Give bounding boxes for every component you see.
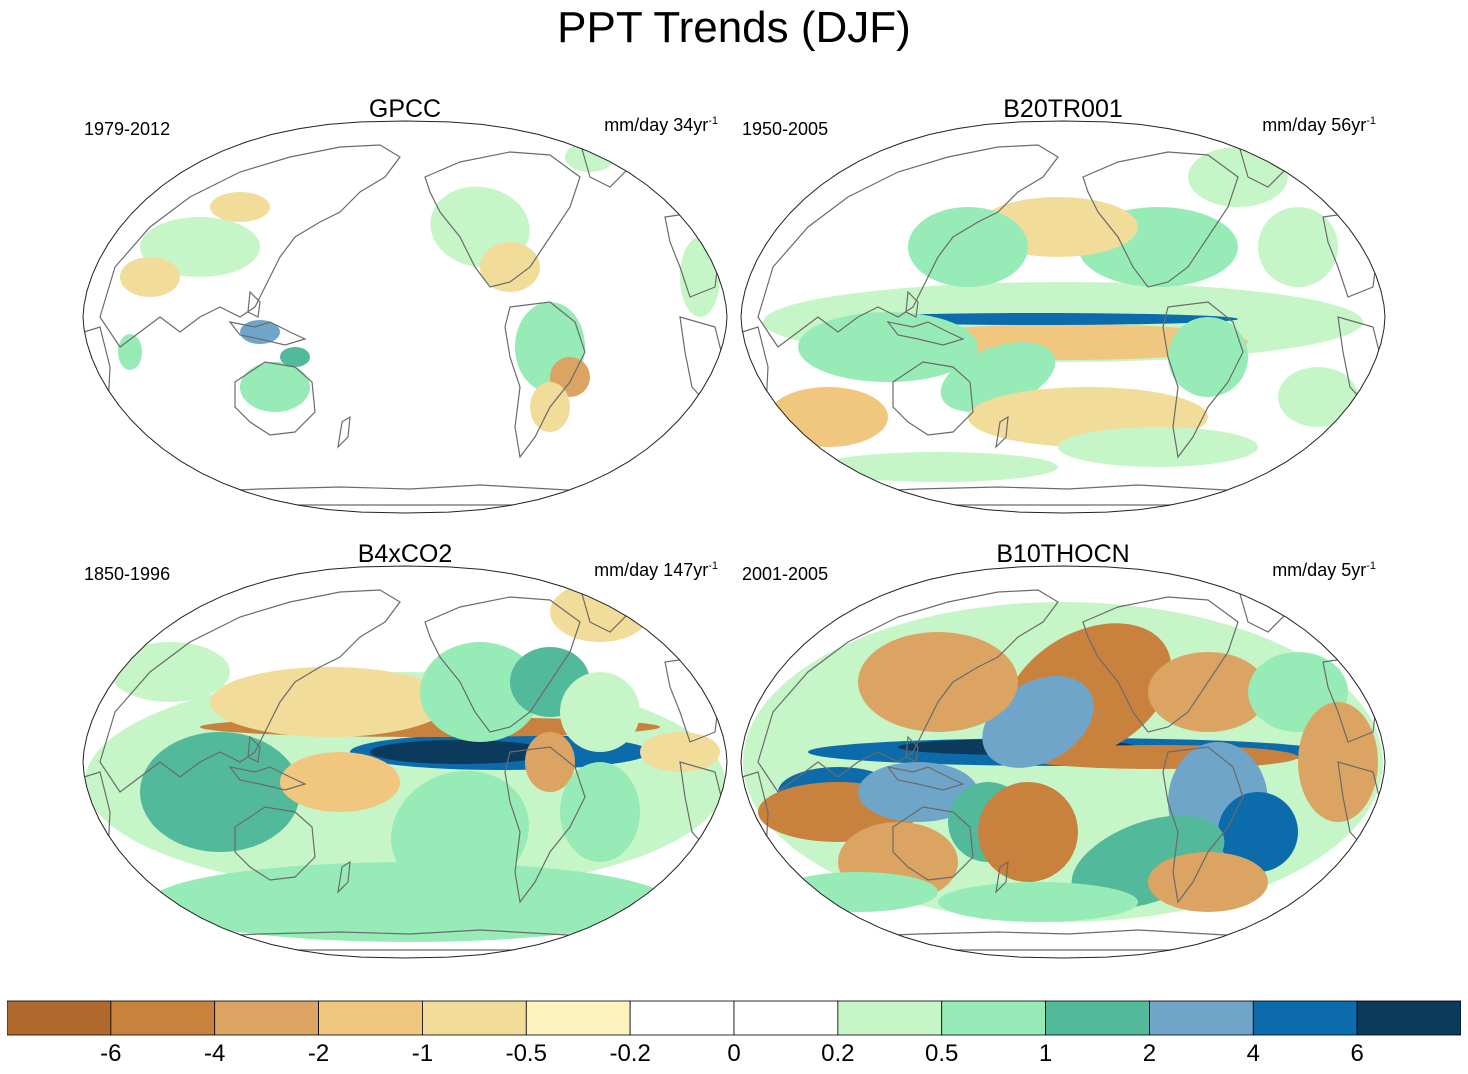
colorbar-tick-label: 4 (1246, 1040, 1260, 1067)
panel-title: GPCC (368, 95, 442, 123)
colorbar-tick-label: 0 (727, 1040, 741, 1067)
colorbar-swatch (318, 1000, 423, 1036)
panel-title: B10THOCN (996, 540, 1130, 568)
world-map (740, 120, 1386, 514)
trend-region (1168, 317, 1248, 397)
trend-region (550, 582, 650, 642)
trend-region (1058, 427, 1258, 467)
units-label: mm/day 56yr-1 (1262, 115, 1376, 135)
trend-region (118, 334, 142, 370)
colorbar-swatch (110, 1000, 216, 1036)
trend-region (565, 142, 615, 172)
colorbar-swatch (1045, 1000, 1150, 1036)
map-panel-gpcc: GPCC 1979-2012 mm/day 34yr-1 (80, 95, 730, 540)
panel-title: B20TR001 (1003, 95, 1123, 123)
trend-region (140, 217, 260, 277)
trend-region (560, 672, 640, 752)
trend-region (1148, 852, 1268, 912)
trend-region (391, 770, 529, 894)
colorbar-swatch (422, 1000, 527, 1036)
colorbar-tick-label: 6 (1350, 1040, 1364, 1067)
trend-region (1148, 652, 1268, 732)
trend-region (978, 782, 1078, 882)
colorbar-swatches (7, 1000, 1461, 1036)
world-map (740, 565, 1386, 959)
colorbar-swatch (214, 1000, 319, 1036)
period-label: 2001-2005 (742, 564, 829, 584)
colorbar-swatch (1149, 1000, 1254, 1036)
colorbar-tick-label: 1 (1038, 1040, 1053, 1067)
colorbar-swatch (1252, 1000, 1358, 1036)
colorbar-tick-label: -1 (411, 1040, 434, 1067)
precipitation-field (83, 566, 727, 958)
precipitation-field (741, 566, 1385, 958)
colorbar-tick-label: 0.2 (821, 1040, 855, 1067)
units-label: mm/day 34yr-1 (604, 115, 718, 135)
colorbar-tick-label: 2 (1142, 1040, 1157, 1067)
trend-region (210, 667, 450, 737)
trend-region (1278, 367, 1358, 427)
trend-region (150, 862, 670, 942)
panel-title: B4xCO2 (357, 540, 453, 568)
map-border (740, 120, 1386, 514)
trend-region (280, 752, 400, 812)
colorbar-tick-label: 0.5 (925, 1040, 959, 1067)
period-label: 1979-2012 (84, 119, 171, 139)
map-border (740, 565, 1386, 959)
colorbar-swatch (941, 1000, 1046, 1036)
colorbar-swatch (629, 1000, 735, 1036)
trend-region (938, 882, 1138, 922)
map-panel-b20tr001: B20TR001 1950-2005 mm/day 56yr-1 (738, 95, 1388, 540)
units-label: mm/day 147yr-1 (594, 560, 718, 580)
colorbar-tick-label: -4 (204, 1040, 226, 1067)
trend-region (140, 732, 300, 852)
world-map (82, 565, 728, 959)
colorbar-swatch (7, 1000, 112, 1036)
colorbar-tick-label: -0.5 (505, 1040, 547, 1067)
trend-region (640, 732, 720, 772)
units-label: mm/day 5yr-1 (1272, 560, 1376, 580)
trend-region (120, 257, 180, 297)
trend-region (1258, 207, 1338, 287)
trend-region (908, 207, 1028, 287)
trend-region (420, 642, 540, 742)
colorbar-tick-label: -0.2 (609, 1040, 651, 1067)
trend-region (480, 242, 540, 292)
trend-region (560, 762, 640, 862)
figure-title: PPT Trends (DJF) (557, 3, 911, 52)
colorbar: -6 -4 -2 -1 -0.5 -0.2 0 0.2 0.5 1 2 4 6 (7, 1000, 1461, 1070)
colorbar-swatch (733, 1000, 839, 1036)
trend-region (798, 312, 978, 382)
trend-region (888, 324, 1248, 360)
colorbar-tick-label: -6 (100, 1040, 122, 1067)
trend-region (210, 192, 270, 222)
precipitation-field (83, 121, 727, 513)
map-border (82, 565, 728, 959)
precipitation-field (741, 121, 1385, 513)
trend-region (768, 387, 888, 447)
colorbar-swatch (525, 1000, 631, 1036)
world-map (82, 120, 728, 514)
trend-region (370, 740, 550, 764)
trend-region (110, 642, 230, 702)
trend-region (1218, 792, 1298, 872)
map-panel-b10thocn: B10THOCN 2001-2005 mm/day 5yr-1 (738, 540, 1388, 985)
colorbar-tick-label: -2 (307, 1040, 330, 1067)
colorbar-swatch (1356, 1000, 1461, 1036)
map-panel-b4xco2: B4xCO2 1850-1996 mm/day 147yr-1 (80, 540, 730, 985)
trend-region (525, 732, 575, 792)
period-label: 1850-1996 (84, 564, 171, 584)
trend-region (680, 237, 720, 317)
trend-region (858, 632, 1018, 732)
trend-region (240, 362, 310, 412)
trend-region (280, 347, 310, 367)
period-label: 1950-2005 (742, 119, 829, 139)
map-border (82, 120, 728, 514)
trend-region (818, 452, 1058, 482)
colorbar-swatch (837, 1000, 943, 1036)
